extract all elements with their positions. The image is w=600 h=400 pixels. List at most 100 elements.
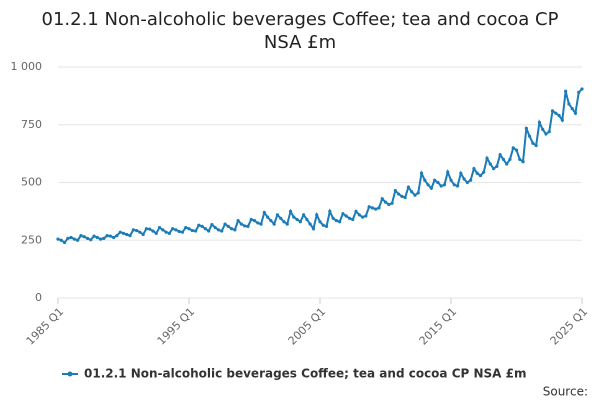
point [256,221,260,225]
point [236,219,240,223]
point [226,224,230,228]
point [302,213,306,217]
point [288,209,293,213]
point [478,173,483,178]
point [167,231,171,235]
point [285,222,289,226]
point [259,222,263,226]
point [462,177,466,181]
point [184,225,188,230]
point [557,113,561,118]
point [393,188,397,193]
point [56,237,60,241]
point [465,180,469,185]
point [66,236,70,241]
point [455,184,460,188]
point [161,228,165,232]
point [531,141,535,145]
point [367,205,371,209]
point [383,200,388,204]
point [135,228,139,233]
point [442,183,447,187]
point [62,240,67,245]
point [547,130,551,134]
point [246,224,250,228]
point [308,222,312,226]
point [324,224,329,228]
point [262,210,266,215]
point [426,183,430,187]
point [141,232,145,237]
x-tick-label: 1985 Q1 [24,305,67,348]
point [298,220,302,224]
point [174,228,178,232]
point [491,167,496,171]
y-tick-label: 750 [21,118,42,131]
point [567,102,571,106]
point [344,214,348,218]
point [72,237,76,241]
x-tick-label: 2025 Q1 [548,305,591,348]
point [459,171,463,175]
point [328,209,332,213]
point [475,171,479,175]
y-tick-label: 250 [21,233,42,246]
point [400,194,404,198]
point [341,212,345,216]
point [151,229,155,233]
point [528,134,532,138]
x-tick-label: 1995 Q1 [155,305,198,348]
point [138,230,142,234]
point [157,225,162,230]
point [321,223,325,227]
x-tick-label: 2005 Q1 [286,305,329,348]
point [469,178,473,182]
point [177,229,181,234]
point [200,224,204,228]
point [272,222,276,226]
point [488,162,492,166]
point [282,220,286,224]
point [554,111,558,115]
point [269,219,273,223]
point [390,201,394,205]
point [433,178,437,182]
point [482,170,486,174]
point [347,216,352,220]
point [485,156,489,160]
point [203,227,207,231]
point [292,215,296,219]
point [537,120,542,125]
point [419,171,424,175]
legend-label: 01.2.1 Non-alcoholic beverages Coffee; t… [84,367,527,381]
point [125,232,129,237]
point [452,183,456,187]
point [249,217,253,222]
point [560,118,564,122]
point [92,234,96,238]
point [305,217,309,222]
point [406,185,411,189]
point [338,220,342,224]
point [216,228,221,232]
point [357,213,361,217]
point [550,109,555,113]
point [397,192,401,196]
point [498,153,502,157]
point [148,227,152,231]
chart-title: 01.2.1 Non-alcoholic beverages Coffee; t… [41,9,559,53]
point [243,224,247,228]
point [79,234,83,238]
point [154,231,158,235]
x-tick-label: 2015 Q1 [417,305,460,348]
point [164,230,168,234]
point [564,89,568,93]
point [266,215,270,219]
point [171,227,175,231]
point [331,216,335,220]
point [439,184,443,188]
point [573,111,578,115]
point [252,219,257,223]
point [377,206,381,210]
